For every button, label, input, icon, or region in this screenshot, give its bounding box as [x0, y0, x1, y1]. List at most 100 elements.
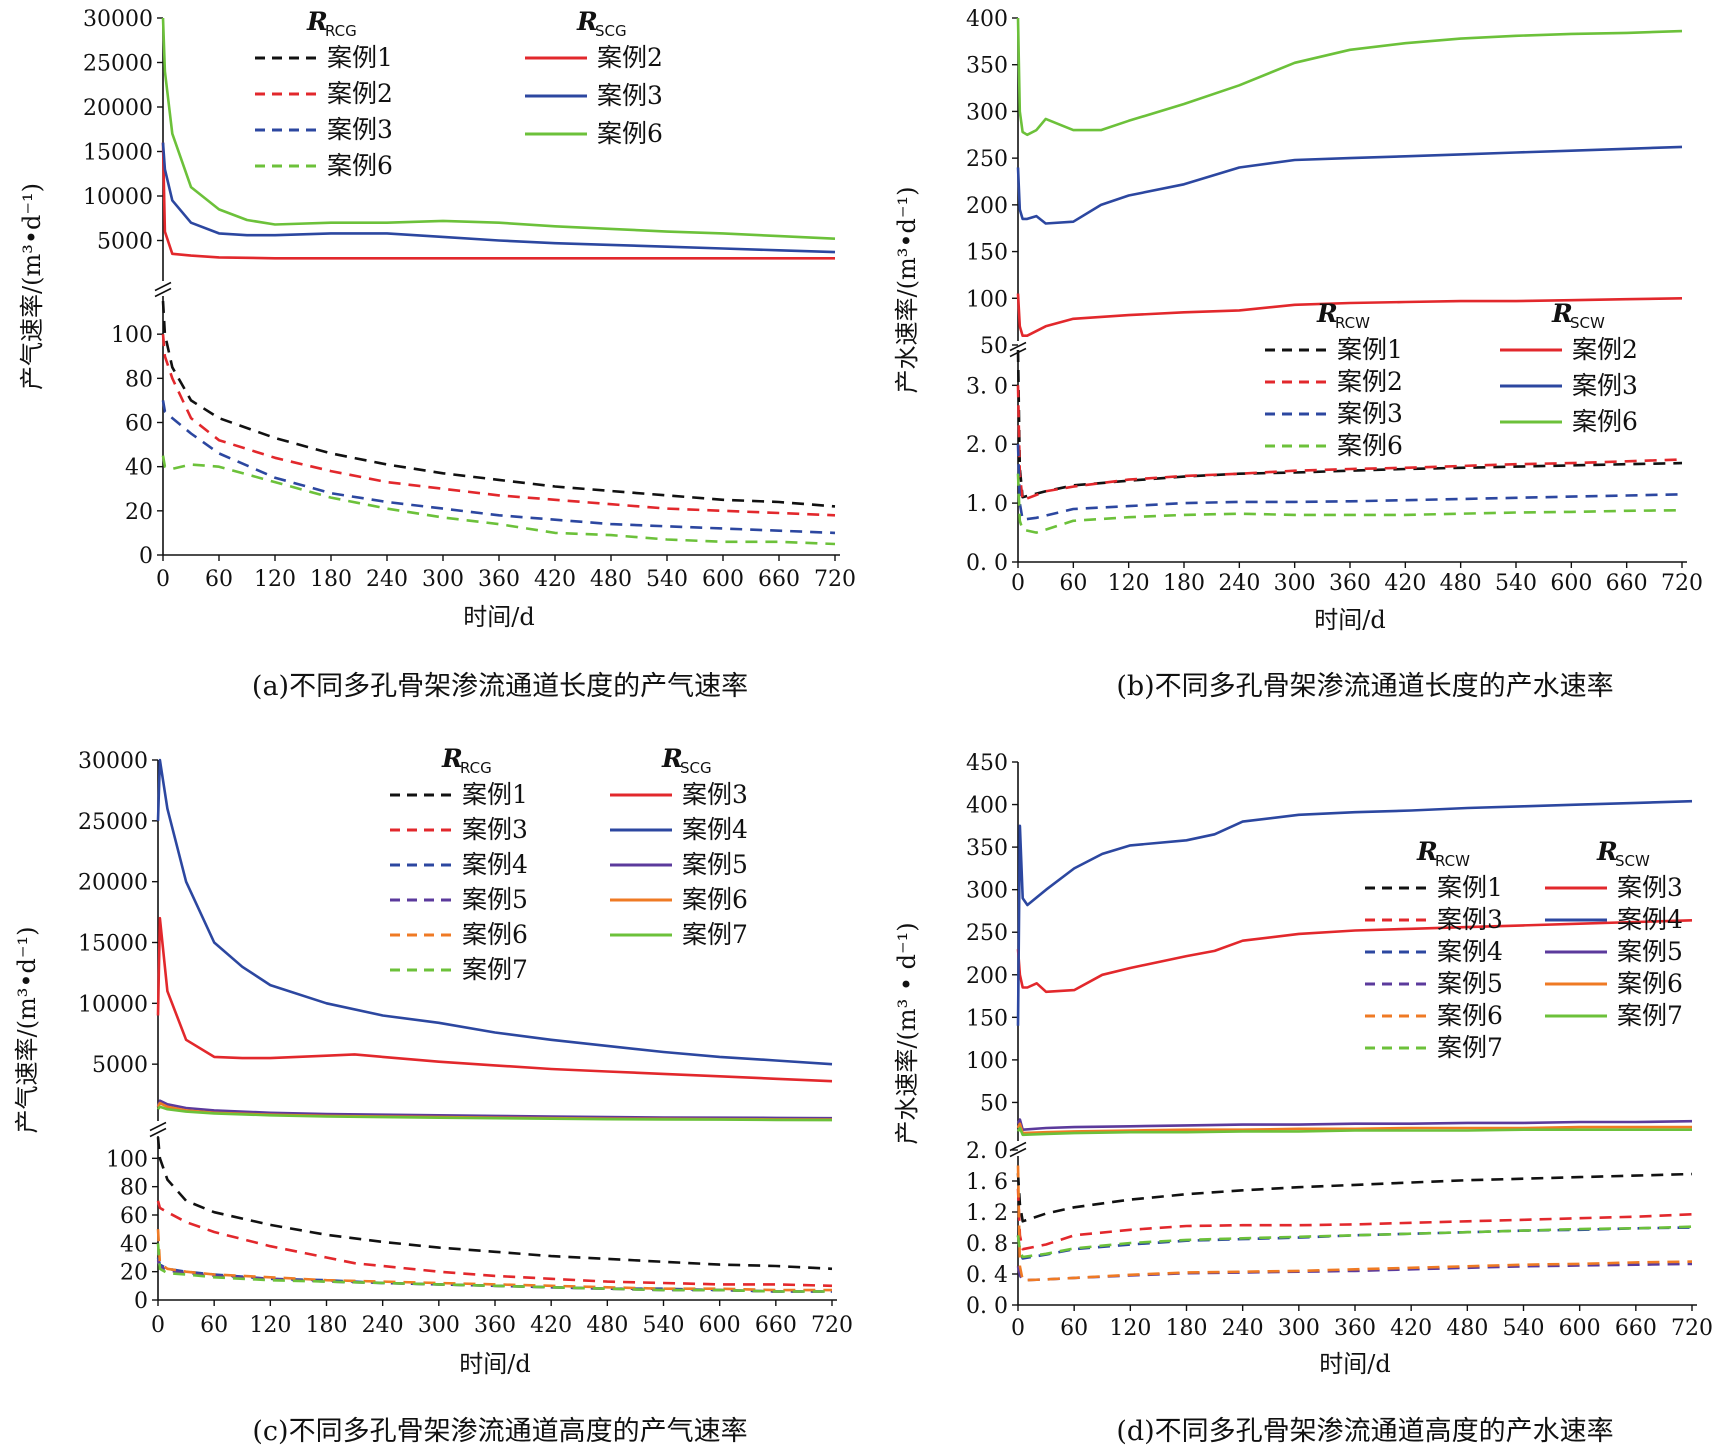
legend-label: 案例3	[462, 815, 528, 844]
y-tick-label-lower: 0. 0	[966, 1294, 1008, 1319]
series-line-scw-案例4	[1016, 799, 1693, 1026]
x-axis-label: 时间/d	[1314, 606, 1385, 634]
x-tick-label: 720	[1661, 571, 1703, 596]
series-line-scw-案例5	[1016, 1118, 1693, 1131]
legend-title: R	[1416, 837, 1438, 866]
y-tick-label-upper: 50	[980, 1091, 1008, 1116]
series-line-scg-案例3	[161, 142, 836, 254]
x-tick-label: 180	[310, 567, 352, 592]
legend-label: 案例3	[682, 780, 748, 809]
x-tick-label: 480	[590, 567, 632, 592]
legend-label: 案例3	[1572, 371, 1638, 400]
x-tick-label: 420	[1384, 571, 1426, 596]
series-line-rcw-案例2	[1016, 385, 1683, 502]
axis-break-mark	[149, 1121, 167, 1132]
x-tick-label: 0	[156, 567, 170, 592]
axis-break-mark	[1009, 341, 1027, 352]
series-line-scg-案例7	[156, 1105, 833, 1122]
x-tick-label: 420	[1390, 1316, 1432, 1341]
axis-break-mark	[154, 281, 172, 292]
y-tick-label-lower: 1. 2	[966, 1201, 1008, 1226]
y-tick-label-lower: 2. 0	[966, 1139, 1008, 1164]
y-tick-label-upper: 20000	[83, 96, 153, 121]
legend-title-subscript: RCG	[460, 759, 492, 777]
legend-label: 案例6	[597, 119, 663, 148]
series-line-scw-案例7	[1016, 1126, 1692, 1137]
legend-label: 案例1	[1437, 873, 1503, 902]
legend-label: 案例1	[462, 780, 528, 809]
y-tick-label-lower: 20	[125, 500, 153, 525]
series-line-scg-案例5	[156, 1099, 833, 1120]
x-tick-label: 720	[811, 1313, 853, 1338]
y-tick-label-upper: 250	[966, 921, 1008, 946]
legend-label: 案例3	[1617, 873, 1683, 902]
legend-label: 案例4	[682, 815, 748, 844]
legend-title-subscript: SCW	[1570, 314, 1605, 332]
y-tick-label-upper: 100	[966, 1049, 1008, 1074]
y-tick-label-upper: 5000	[92, 1053, 148, 1078]
legend-label: 案例5	[682, 850, 748, 879]
series-line-rcw-案例3	[1016, 1188, 1693, 1251]
series-line-rcg-案例3	[156, 1200, 833, 1288]
x-tick-label: 600	[699, 1313, 741, 1338]
y-tick-label-lower: 40	[120, 1232, 148, 1257]
legend-label: 案例3	[597, 81, 663, 110]
series-line-rcg-案例5	[156, 1259, 832, 1293]
y-tick-label-lower: 60	[125, 412, 153, 437]
x-tick-label: 300	[422, 567, 464, 592]
legend-label: 案例3	[1337, 399, 1403, 428]
x-tick-label: 120	[249, 1313, 291, 1338]
legend-title: R	[1551, 299, 1573, 328]
x-tick-label: 480	[1440, 571, 1482, 596]
y-tick-label-lower: 100	[106, 1147, 148, 1172]
series-line-scg-案例3	[156, 916, 833, 1083]
legend-label: 案例3	[327, 115, 393, 144]
x-tick-label: 180	[1166, 1316, 1208, 1341]
series-line-scw-案例2	[1016, 293, 1683, 338]
legend-label: 案例6	[1617, 969, 1683, 998]
y-tick-label-upper: 25000	[78, 810, 148, 835]
panel-caption: (c)不同多孔骨架渗流通道高度的产气速率	[252, 1416, 747, 1447]
legend-title-subscript: SCW	[1615, 852, 1650, 870]
legend-label: 案例7	[1617, 1001, 1683, 1030]
x-tick-label: 660	[1606, 571, 1648, 596]
y-tick-label-lower: 80	[120, 1176, 148, 1201]
series-line-rcg-案例6	[161, 455, 836, 546]
y-tick-label-upper: 200	[966, 964, 1008, 989]
series-line-rcg-案例3	[161, 400, 836, 535]
series-line-rcw-案例7	[1016, 1225, 1693, 1259]
y-tick-label-upper: 250	[966, 147, 1008, 172]
x-tick-label: 720	[814, 567, 856, 592]
x-tick-label: 120	[254, 567, 296, 592]
y-tick-label-upper: 300	[966, 100, 1008, 125]
x-tick-label: 480	[1446, 1316, 1488, 1341]
y-tick-label-upper: 300	[966, 879, 1008, 904]
series-line-rcg-案例1	[156, 1136, 833, 1271]
y-axis-label: 产水速率/(m³•d⁻¹)	[893, 187, 921, 394]
x-tick-label: 540	[1503, 1316, 1545, 1341]
series-line-scw-案例6	[1016, 17, 1683, 137]
legend-label: 案例3	[1437, 905, 1503, 934]
y-tick-label-lower: 3. 0	[966, 374, 1008, 399]
legend-title: R	[576, 7, 598, 36]
axis-break-mark	[1009, 1141, 1027, 1152]
y-tick-label-upper: 150	[966, 1006, 1008, 1031]
legend-title-subscript: SCG	[595, 22, 627, 40]
x-tick-label: 360	[478, 567, 520, 592]
axis-break-mark	[1009, 1147, 1027, 1158]
panel-c: 0 60 120 180 240 300 360 420 480 540 600 660 7205000…	[13, 744, 853, 1447]
y-tick-label-lower: 100	[111, 323, 153, 348]
legend-label: 案例5	[462, 885, 528, 914]
series-line-rcw-案例6	[1016, 1165, 1693, 1282]
y-tick-label-upper: 350	[966, 836, 1008, 861]
x-tick-label: 0	[1011, 1316, 1025, 1341]
axis-break-mark	[154, 287, 172, 298]
legend-title-subscript: RCW	[1335, 314, 1370, 332]
panel-b: 0 60 120 180 240 300 360 420 480 540 600 660 720 50 10…	[893, 7, 1703, 702]
y-tick-label-upper: 30000	[78, 749, 148, 774]
y-tick-label-upper: 100	[966, 287, 1008, 312]
x-tick-label: 120	[1109, 1316, 1151, 1341]
y-tick-label-lower: 0. 4	[966, 1263, 1008, 1288]
x-axis-label: 时间/d	[459, 1350, 530, 1378]
legend-label: 案例6	[1337, 431, 1403, 460]
